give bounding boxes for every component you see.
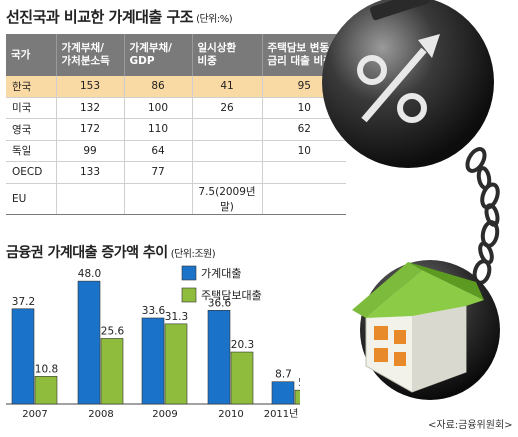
percent-icon — [357, 34, 440, 123]
table-unit: (단위:%) — [196, 14, 233, 25]
data-label: 10.8 — [35, 363, 58, 375]
table-cell: 41 — [192, 76, 263, 98]
table-cell: OECD — [6, 161, 57, 184]
table-title-text: 선진국과 비교한 가계대출 구조 — [6, 8, 194, 26]
table-cell — [192, 118, 263, 141]
data-label: 36.6 — [208, 297, 232, 309]
data-label: 37.2 — [12, 296, 35, 308]
data-label: 5.4 — [298, 377, 300, 389]
table-title: 선진국과 비교한 가계대출 구조 (단위:%) — [6, 6, 233, 27]
data-label: 33.6 — [142, 305, 166, 317]
table-cell — [262, 161, 346, 184]
data-label: 48.0 — [78, 268, 101, 280]
x-tick-label: 2008 — [88, 409, 113, 420]
legend-swatch-1 — [181, 287, 197, 303]
table-row-germany: 독일 99 64 10 — [6, 140, 346, 162]
table-cell: 10 — [262, 140, 346, 162]
table-cell: 64 — [124, 140, 193, 162]
table-cell: EU — [6, 183, 57, 215]
table-cell: 26 — [192, 97, 263, 119]
bar-household-1 — [77, 280, 101, 405]
table-cell: 132 — [56, 97, 125, 119]
table-row-oecd: OECD 133 77 — [6, 161, 346, 184]
header-country: 국가 — [6, 34, 57, 76]
house-icon — [352, 262, 484, 393]
x-tick-label: 2010 — [218, 409, 243, 420]
x-tick-label: 2009 — [152, 409, 177, 420]
header-debt-gdp: 가계부채/GDP — [124, 34, 193, 76]
table-cell: 7.5(2009년말) — [192, 183, 263, 215]
table-cell — [124, 183, 193, 215]
table-header-row: 국가 가계부채/가처분소득 가계부채/GDP 일시상환 비중 주택담보 변동 금리 … — [6, 34, 346, 76]
bar-mortgage-4 — [294, 389, 300, 405]
chart-title-text: 금융권 가계대출 증가액 추이 — [6, 245, 168, 261]
bar-chart: 37.2 10.8 2007 48.0 25.6 2008 33.6 31.3 2009 36.6… — [6, 265, 300, 420]
table-cell: 133 — [56, 161, 125, 184]
table-cell: 영국 — [6, 118, 57, 141]
chart-title: 금융권 가계대출 증가액 추이 (단위:조원) — [6, 242, 216, 262]
table-cell: 100 — [124, 97, 193, 119]
comparison-table: 국가 가계부채/가처분소득 가계부채/GDP 일시상환 비중 주택담보 변동 금리 … — [6, 34, 346, 215]
source-note: <자료:금융위원회> — [428, 420, 513, 431]
ball-icon — [322, 0, 494, 168]
legend-swatch-0 — [181, 265, 197, 281]
table-cell — [192, 161, 263, 184]
header-lump-sum: 일시상환 비중 — [192, 34, 263, 76]
table-row-eu: EU 7.5(2009년말) — [6, 183, 346, 215]
legend-label-1: 주택담보대출 — [201, 289, 262, 302]
table-cell: 한국 — [6, 76, 57, 98]
legend-label-0: 가계대출 — [201, 267, 241, 280]
bar-household-0 — [11, 308, 35, 405]
bar-mortgage-1 — [100, 338, 124, 405]
chart-unit: (단위:조원) — [170, 249, 216, 260]
data-label: 8.7 — [275, 369, 292, 381]
table-row-usa: 미국 132 100 26 10 — [6, 97, 346, 119]
table-cell: 110 — [124, 118, 193, 141]
table-cell: 62 — [262, 118, 346, 141]
table-cell — [192, 140, 263, 162]
table-row-uk: 영국 172 110 62 — [6, 118, 346, 141]
table-cell: 독일 — [6, 140, 57, 162]
bar-household-2 — [141, 317, 165, 405]
table-cell — [56, 183, 125, 215]
table-cell: 미국 — [6, 97, 57, 119]
table-cell: 86 — [124, 76, 193, 98]
table-cell: 153 — [56, 76, 125, 98]
data-label: 20.3 — [231, 339, 254, 351]
table-cell — [262, 183, 346, 215]
bar-household-3 — [207, 310, 231, 405]
table-cell: 77 — [124, 161, 193, 184]
bar-mortgage-3 — [230, 351, 254, 405]
x-tick-label: 2011년 1분기 — [264, 408, 300, 420]
data-label: 25.6 — [101, 325, 125, 337]
bar-household-4 — [271, 381, 295, 405]
table-cell: 99 — [56, 140, 125, 162]
table-row-korea: 한국 153 86 41 95 — [6, 76, 346, 98]
bar-mortgage-0 — [34, 376, 58, 405]
table-cell: 172 — [56, 118, 125, 141]
x-tick-label: 2007 — [22, 409, 47, 420]
header-debt-income: 가계부채/가처분소득 — [56, 34, 125, 76]
debt-ball-and-chain-icon — [322, 0, 500, 400]
bar-mortgage-2 — [164, 323, 188, 405]
data-label: 31.3 — [165, 311, 188, 323]
chain-icon — [465, 147, 500, 285]
